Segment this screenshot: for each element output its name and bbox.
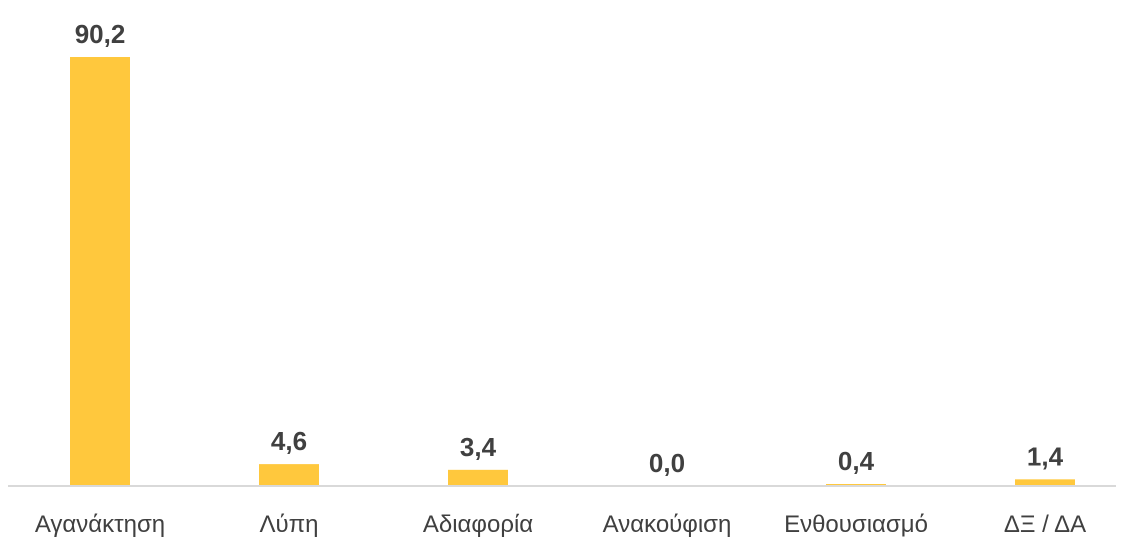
data-label: 3,4 [460,432,497,462]
category-label: Αγανάκτηση [35,511,165,538]
category-label: Ενθουσιασμό [784,511,928,538]
bars-layer [70,57,1075,486]
category-labels-layer: Αγανάκτηση Λύπη Αδιαφορία Ανακούφιση Ενθουσι… [35,511,1086,538]
bar [1015,479,1075,486]
value-labels-layer: 90,2 4,6 3,4 0,0 0,4 1,4 [75,19,1064,478]
data-label: 4,6 [271,426,307,456]
category-label: Ανακούφιση [603,511,732,538]
bar [70,57,130,486]
category-label: Λύπη [259,511,318,538]
data-label: 0,4 [838,446,875,476]
data-label: 90,2 [75,19,126,49]
bar [259,464,319,486]
category-label: ΔΞ / ΔΑ [1004,511,1086,538]
bar [448,469,508,486]
category-label: Αδιαφορία [423,511,533,538]
data-label: 1,4 [1027,441,1064,471]
data-label: 0,0 [649,448,685,478]
